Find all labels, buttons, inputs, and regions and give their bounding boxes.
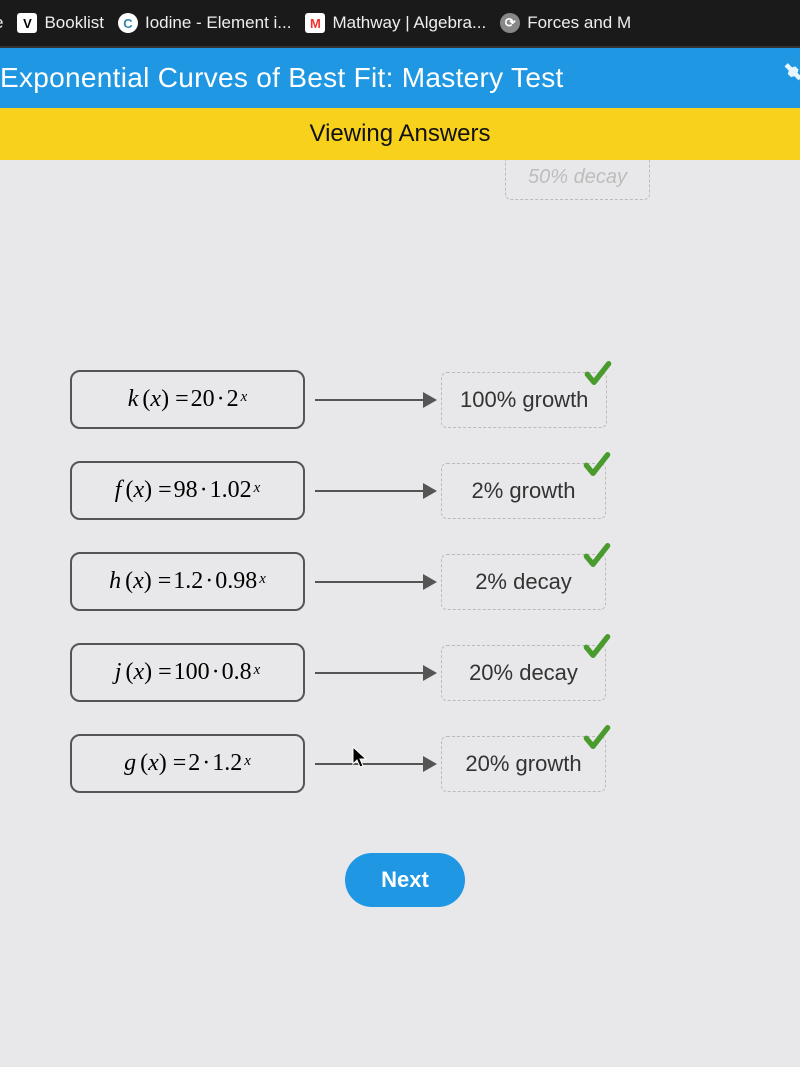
answer-box[interactable]: 20% growth xyxy=(441,736,606,792)
checkmark-icon xyxy=(582,357,614,395)
checkmark-icon xyxy=(581,721,613,759)
browser-tab[interactable]: V Booklist xyxy=(17,13,104,33)
page-title: Exponential Curves of Best Fit: Mastery … xyxy=(0,62,564,94)
pair-row: k (x) = 20 · 2x 100% growth xyxy=(70,370,740,429)
tab-label: e xyxy=(0,13,3,33)
function-box[interactable]: g (x) = 2 · 1.2x xyxy=(70,734,305,793)
pair-row: h (x) = 1.2 · 0.98x 2% decay xyxy=(70,552,740,611)
viewing-answers-banner: Viewing Answers xyxy=(0,108,800,160)
browser-tab-bar: e V Booklist C Iodine - Element i... M M… xyxy=(0,0,800,48)
matching-pairs: k (x) = 20 · 2x 100% growth f (x) = 98 ·… xyxy=(70,370,740,793)
partial-answer-box: 50% decay xyxy=(505,160,650,200)
arrow-icon xyxy=(315,581,435,583)
favicon-m-icon: M xyxy=(305,13,325,33)
browser-tab[interactable]: M Mathway | Algebra... xyxy=(305,13,486,33)
checkmark-icon xyxy=(581,448,613,486)
function-box[interactable]: j (x) = 100 · 0.8x xyxy=(70,643,305,702)
checkmark-icon xyxy=(581,539,613,577)
browser-tab-partial[interactable]: e xyxy=(0,13,3,33)
answer-text: 100% growth xyxy=(460,387,588,412)
function-box[interactable]: h (x) = 1.2 · 0.98x xyxy=(70,552,305,611)
tab-label: Iodine - Element i... xyxy=(145,13,291,33)
answer-text: 2% decay xyxy=(475,569,572,594)
arrow-icon xyxy=(315,763,435,765)
function-box[interactable]: f (x) = 98 · 1.02x xyxy=(70,461,305,520)
tab-label: Booklist xyxy=(44,13,104,33)
next-button[interactable]: Next xyxy=(345,853,465,907)
next-button-label: Next xyxy=(381,867,429,892)
settings-wrench-icon[interactable] xyxy=(778,62,800,94)
arrow-icon xyxy=(315,490,435,492)
question-content: 50% decay k (x) = 20 · 2x 100% growth f … xyxy=(0,160,800,937)
favicon-v-icon: V xyxy=(17,13,37,33)
answer-box[interactable]: 2% growth xyxy=(441,463,606,519)
function-box[interactable]: k (x) = 20 · 2x xyxy=(70,370,305,429)
answer-text: 2% growth xyxy=(472,478,576,503)
answer-box[interactable]: 2% decay xyxy=(441,554,606,610)
pair-row: j (x) = 100 · 0.8x 20% decay xyxy=(70,643,740,702)
tab-label: Forces and M xyxy=(527,13,631,33)
answer-box[interactable]: 20% decay xyxy=(441,645,606,701)
answer-text: 20% decay xyxy=(469,660,578,685)
answer-text: 20% growth xyxy=(465,751,581,776)
pair-row: g (x) = 2 · 1.2x 20% growth xyxy=(70,734,740,793)
browser-tab[interactable]: ⟳ Forces and M xyxy=(500,13,631,33)
favicon-c-icon: C xyxy=(118,13,138,33)
arrow-icon xyxy=(315,399,435,401)
mouse-cursor-icon xyxy=(352,746,372,775)
favicon-f-icon: ⟳ xyxy=(500,13,520,33)
arrow-icon xyxy=(315,672,435,674)
partial-answer-text: 50% decay xyxy=(528,166,627,188)
banner-text: Viewing Answers xyxy=(310,120,491,147)
tab-label: Mathway | Algebra... xyxy=(332,13,486,33)
pair-row: f (x) = 98 · 1.02x 2% growth xyxy=(70,461,740,520)
checkmark-icon xyxy=(581,630,613,668)
page-title-bar: Exponential Curves of Best Fit: Mastery … xyxy=(0,48,800,108)
browser-tab[interactable]: C Iodine - Element i... xyxy=(118,13,291,33)
answer-box[interactable]: 100% growth xyxy=(441,372,607,428)
